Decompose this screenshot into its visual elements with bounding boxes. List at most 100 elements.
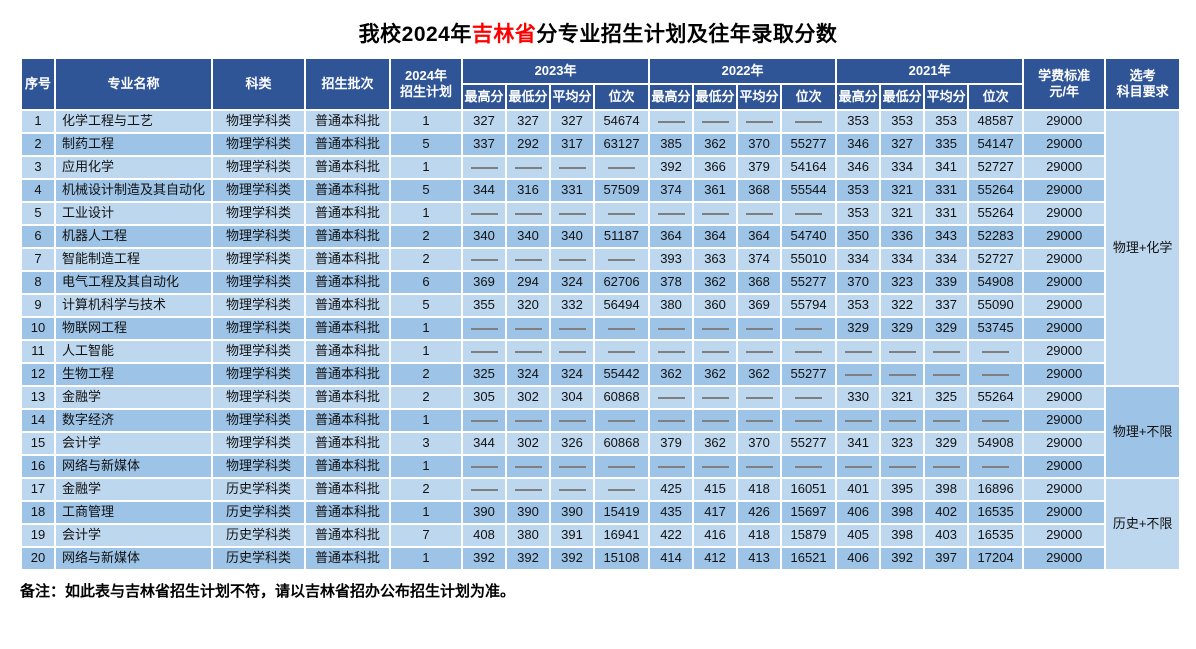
score-cell [736,339,783,364]
score-cell [648,385,695,410]
score-cell: 392 [879,546,926,571]
score-cell: 370 [835,270,882,295]
no-data-dash [795,465,823,468]
plan-header-line2: 招生计划 [399,84,452,99]
admission-batch: 普通本科批 [304,339,391,364]
score-cell: 326 [549,431,595,456]
score-cell [549,454,595,479]
no-data-dash [701,465,729,468]
table-row: 9 计算机科学与技术 物理学科类 普通本科批 5 355 320 332 56494 380 360… [20,293,1180,318]
subcol-2022-rank: 位次 [780,83,838,111]
admission-batch: 普通本科批 [304,178,391,203]
score-cell [592,454,651,479]
table-row: 8 电气工程及其自动化 物理学科类 普通本科批 6 369 294 324 62706 378 36… [20,270,1180,295]
subject-category: 物理学科类 [211,454,306,479]
score-cell [592,408,651,433]
score-cell [736,316,783,341]
score-cell: 343 [923,224,970,249]
col-header-category: 科类 [211,57,306,111]
admission-batch: 普通本科批 [304,224,391,249]
score-cell: 392 [549,546,595,571]
score-cell [879,339,926,364]
score-cell [692,316,739,341]
plan-2024: 1 [389,500,463,525]
score-cell [505,339,551,364]
score-cell: 321 [879,385,926,410]
no-data-dash [745,465,773,468]
score-cell [923,408,970,433]
table-row: 4 机械设计制造及其自动化 物理学科类 普通本科批 5 344 316 331 57509 374… [20,178,1180,203]
score-cell: 334 [835,247,882,272]
no-data-dash [657,212,685,215]
plan-2024: 1 [389,316,463,341]
no-data-dash [844,350,872,353]
score-cell [461,339,507,364]
score-cell: 60868 [592,385,651,410]
no-data-dash [795,350,823,353]
score-cell [879,362,926,387]
score-cell: 412 [692,546,739,571]
row-number: 9 [20,293,56,318]
col-header-selection: 选考 科目要求 [1104,57,1182,111]
subcol-2021-rank: 位次 [967,83,1025,111]
subject-category: 历史学科类 [211,500,306,525]
plan-header-line1: 2024年 [405,68,447,83]
score-cell: 55277 [780,362,838,387]
score-cell: 55090 [967,293,1025,318]
table-row: 2 制药工程 物理学科类 普通本科批 5 337 292 317 63127 385 362 370 5… [20,132,1180,157]
no-data-dash [745,350,773,353]
plan-2024: 2 [389,362,463,387]
no-data-dash [701,212,729,215]
admission-batch: 普通本科批 [304,454,391,479]
score-cell [505,155,551,180]
no-data-dash [888,373,916,376]
score-cell [549,316,595,341]
year-group-2023: 2023年 [460,57,651,85]
no-data-dash [608,258,636,261]
score-cell: 320 [505,293,551,318]
score-cell: 397 [923,546,970,571]
score-cell: 366 [692,155,739,180]
table-row: 18 工商管理 历史学科类 普通本科批 1 390 390 390 15419 435 417 426… [20,500,1180,525]
row-number: 12 [20,362,56,387]
score-cell: 340 [461,224,507,249]
score-cell: 15697 [780,500,838,525]
score-cell: 56494 [592,293,651,318]
score-cell: 406 [835,500,882,525]
score-cell: 334 [879,155,926,180]
score-cell: 332 [549,293,595,318]
score-cell: 54147 [967,132,1025,157]
score-cell: 360 [692,293,739,318]
score-cell: 325 [461,362,507,387]
no-data-dash [608,166,636,169]
score-cell: 55277 [780,270,838,295]
plan-2024: 1 [389,454,463,479]
score-cell: 304 [549,385,595,410]
score-cell [592,201,651,226]
score-cell [505,408,551,433]
plan-2024: 3 [389,431,463,456]
score-cell: 425 [648,477,695,502]
title-province-highlight: 吉林省 [471,23,537,46]
score-cell: 378 [648,270,695,295]
no-data-dash [558,327,586,330]
no-data-dash [844,465,872,468]
score-cell [692,201,739,226]
subject-category: 物理学科类 [211,385,306,410]
score-cell: 48587 [967,109,1025,134]
score-cell: 327 [549,109,595,134]
no-data-dash [558,488,586,491]
table-row: 13 金融学 物理学科类 普通本科批 2 305 302 304 60868 330 321 325 5… [20,385,1182,479]
score-cell: 414 [648,546,695,571]
score-cell: 335 [923,132,970,157]
no-data-dash [701,120,729,123]
table-row: 19 会计学 历史学科类 普通本科批 7 408 380 391 16941 422 416 418 1… [20,523,1180,548]
score-cell: 316 [505,178,551,203]
score-cell: 52727 [967,155,1025,180]
major-name: 电气工程及其自动化 [54,270,213,295]
score-cell: 369 [461,270,507,295]
admission-batch: 普通本科批 [304,523,391,548]
score-cell [592,155,651,180]
subject-category: 物理学科类 [211,339,306,364]
score-cell: 327 [879,132,926,157]
